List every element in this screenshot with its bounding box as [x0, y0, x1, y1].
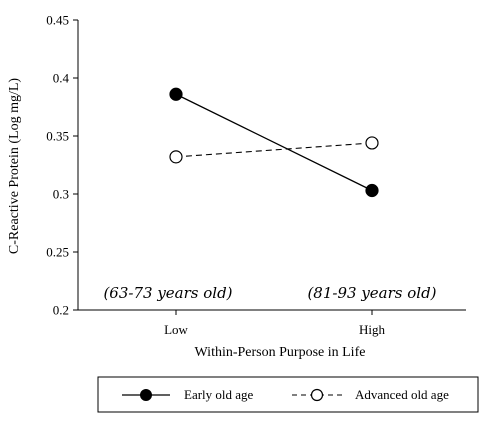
data-point-early-high [365, 183, 379, 198]
data-point-advanced-high [365, 136, 379, 150]
data-point-advanced-low [169, 150, 183, 164]
legend-label-advanced-old-age: Advanced old age [355, 387, 449, 402]
y-tick-label: 0.45 [46, 13, 69, 28]
x-axis-title: Within-Person Purpose in Life [195, 345, 366, 360]
x-tick-label-high: High [359, 322, 386, 337]
x-tick-label-low: Low [164, 322, 188, 337]
legend-marker-early-old-age [140, 389, 152, 401]
y-tick-label: 0.2 [53, 303, 69, 318]
legend-marker-advanced-old-age [310, 388, 324, 402]
annotation-advanced-age-range: (81-93 years old) [307, 284, 436, 302]
y-ticks: 0.2 0.25 0.3 0.35 0.4 0.45 [46, 13, 78, 318]
data-point-early-low [169, 87, 183, 101]
annotation-early-age-range: (63-73 years old) [103, 284, 232, 302]
data-points [169, 87, 379, 198]
series-line-advanced-old-age [175, 142, 373, 158]
y-tick-label: 0.25 [46, 245, 69, 260]
series-line-early-old-age [175, 93, 373, 192]
y-tick-label: 0.35 [46, 129, 69, 144]
y-axis-title: C-Reactive Protein (Log mg/L) [7, 78, 22, 254]
y-tick-label: 0.4 [53, 71, 70, 86]
legend-label-early-old-age: Early old age [184, 387, 254, 402]
legend: Early old age Advanced old age [97, 376, 479, 413]
x-ticks: Low High [164, 310, 386, 337]
y-tick-label: 0.3 [53, 187, 69, 202]
